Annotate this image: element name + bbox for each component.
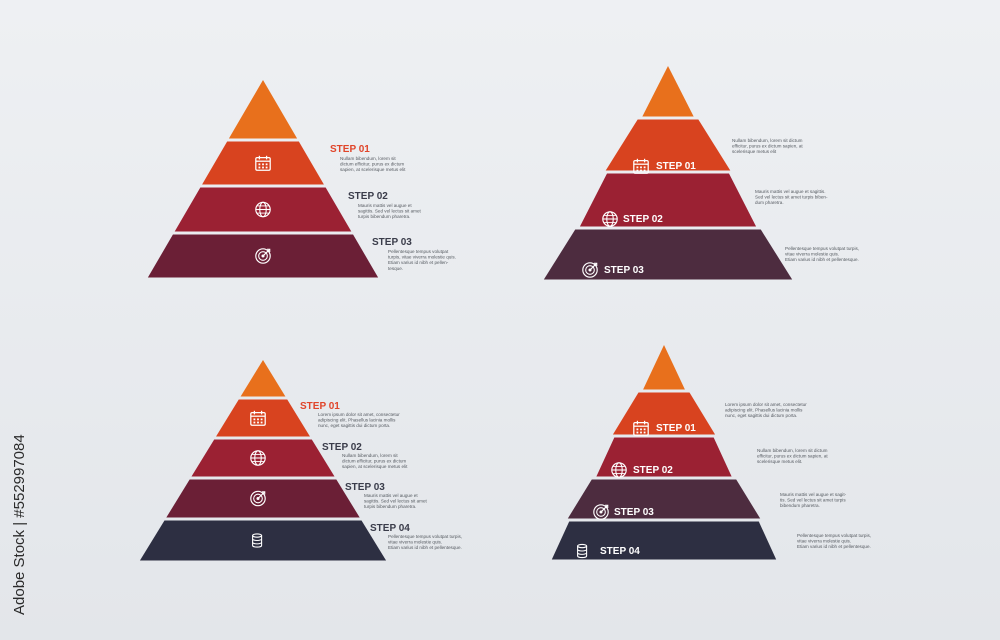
step-description: Pellentesque tempus volutpat turpis, vita… [388, 249, 456, 271]
step-description-line: turpis bibendum pharetra. [358, 214, 410, 219]
step-label: STEP 01 [330, 144, 370, 155]
pyramid-tier [543, 229, 793, 280]
step-description: Lorem ipsum dolor sit amet, consectetur a… [318, 412, 400, 428]
step-description-line: bibendum pharetra. [780, 503, 820, 508]
step-description: Nullam bibendum, lorem sit dictum efficit… [757, 448, 828, 464]
pyramid-tier [166, 479, 360, 518]
step-description-line: sagittis. Sed vel lectus sit amet [364, 499, 428, 504]
step-description: Pellentesque tempus volutpat turpis, vita… [785, 246, 859, 262]
pyramid-tier [612, 392, 716, 435]
step-description-line: Etiam varius id nibh et pellentesque. [388, 545, 462, 550]
step-description-line: Etiam varius id nibh et pellentesque. [797, 544, 871, 549]
step-description-line: tesque. [388, 266, 403, 271]
step-description: Mauris mattis vel augue et sagit-tis. Se… [780, 492, 847, 508]
step-description-line: Nullam bibendum, lorem sit dictum [732, 138, 803, 143]
step-description-line: tis. Sed vel lectus sit amet turpis [780, 498, 846, 503]
step-description: Pellentesque tempus volutpat turpis, vita… [388, 534, 462, 550]
pyramid-tier [551, 521, 777, 560]
pyramid-2: STEP 01 Nullam bibendum, lorem sit dictum… [543, 66, 859, 280]
step-description-line: Etiam varius id nibh et pellen- [388, 260, 449, 265]
pyramid-tier [202, 141, 324, 185]
step-description-line: turpis, vitae viverra molestie quis. [388, 255, 456, 260]
pyramid-tier [567, 479, 761, 519]
step-description-line: turpis bibendum pharetra. [364, 504, 416, 509]
step-description: Nullam bibendum, lorem sit dictum efficit… [340, 156, 406, 172]
step-description: Nullam bibendum, lorem sit dictum efficit… [342, 453, 408, 469]
step-label: STEP 01 [656, 423, 696, 434]
step-description-line: Mauris mattis vel augue et [364, 493, 418, 498]
step-description: Mauris mattis vel augue et sagittis. Sed … [364, 493, 428, 509]
step-description: Mauris mattis vel augue et sagittis. Sed … [358, 203, 422, 219]
pyramid-cap [228, 80, 298, 139]
step-description-line: Pellentesque tempus volutpat turpis, [797, 533, 871, 538]
step-description-line: dum pharetra. [755, 200, 784, 205]
stock-id-label: Adobe Stock | #552997084 [11, 434, 28, 615]
step-description-line: nunc, eget sagittis dui dictum porta. [725, 413, 797, 418]
step-label: STEP 02 [623, 214, 663, 225]
step-description-line: Lorem ipsum dolor sit amet, consectetur [725, 402, 807, 407]
pyramid-tier [216, 399, 310, 437]
step-description-line: Sed vel lectus sit amet turpis biben- [755, 195, 828, 200]
step-description-line: adipiscing elit. Phasellus lacinia molli… [725, 408, 803, 413]
step-label: STEP 04 [600, 546, 640, 557]
step-description-line: scelerisque metus elit [732, 149, 777, 154]
step-label: STEP 04 [370, 523, 410, 534]
step-description-line: vitae viverra molestie quis. [785, 252, 839, 257]
step-label: STEP 02 [322, 442, 362, 453]
pyramid-cap [643, 345, 685, 390]
pyramid-4: STEP 01 Lorem ipsum dolor sit amet, conse… [551, 345, 871, 560]
step-description: Lorem ipsum dolor sit amet, consectetur a… [725, 402, 807, 418]
step-description-line: Pellentesque tempus volutpat turpis, [388, 534, 462, 539]
step-description-line: scelerisque metus elit. [757, 459, 802, 464]
pyramid-tier [596, 437, 732, 477]
step-description: Pellentesque tempus volutpat turpis, vita… [797, 533, 871, 549]
step-description-line: sapien, at scelerisque metus elit [342, 464, 408, 469]
pyramid-cap [642, 66, 694, 117]
pyramid-tier [579, 173, 757, 227]
step-description: Nullam bibendum, lorem sit dictum efficit… [732, 138, 803, 154]
stock-watermark-text: Adobe Stock | #552997084 [11, 434, 28, 615]
step-description-line: dictum efficitur, purus ex dictum [340, 162, 404, 167]
step-description-line: efficitur, purus ex dictum sapien, at [732, 144, 803, 149]
step-description-line: Nullam bibendum, lorem sit [342, 453, 398, 458]
step-description-line: Mauris mattis vel augue et sagittis. [755, 189, 825, 194]
step-label: STEP 03 [614, 507, 654, 518]
step-description-line: sagittis. Sed vel lectus sit amet [358, 209, 422, 214]
pyramid-cap [240, 360, 286, 397]
step-label: STEP 03 [345, 482, 385, 493]
step-label: STEP 02 [633, 465, 673, 476]
step-description-line: Nullam bibendum, lorem sit [340, 156, 396, 161]
step-description-line: Mauris mattis vel augue et sagit- [780, 492, 847, 497]
step-label: STEP 01 [300, 401, 340, 412]
step-description-line: dictum efficitur, purus ex dictum [342, 459, 406, 464]
step-description-line: sapien, at scelerisque metus elit [340, 167, 406, 172]
step-description-line: Pellentesque tempus volutpat [388, 249, 449, 254]
step-label: STEP 01 [656, 161, 696, 172]
step-description-line: adipiscing elit. Phasellus lacinia molli… [318, 418, 396, 423]
pyramid-tier [605, 119, 731, 171]
step-description-line: Mauris mattis vel augue et [358, 203, 412, 208]
step-label: STEP 02 [348, 191, 388, 202]
step-label: STEP 03 [604, 265, 644, 276]
step-label: STEP 03 [372, 237, 412, 248]
step-description-line: efficitur, purus ex dictum sapien, at [757, 454, 828, 459]
step-description-line: Nullam bibendum, lorem sit dictum [757, 448, 828, 453]
step-description-line: Lorem ipsum dolor sit amet, consectetur [318, 412, 400, 417]
pyramid-tier [139, 520, 387, 561]
step-description: Mauris mattis vel augue et sagittis. Sed … [755, 189, 828, 205]
step-description-line: vitae viverra molestie quis. [388, 540, 442, 545]
step-description-line: Pellentesque tempus volutpat turpis, [785, 246, 859, 251]
step-description-line: vitae viverra molestie quis. [797, 539, 851, 544]
step-description-line: Etiam varius id nibh et pellentesque. [785, 257, 859, 262]
step-description-line: nunc, eget sagittis dui dictum porta. [318, 423, 390, 428]
